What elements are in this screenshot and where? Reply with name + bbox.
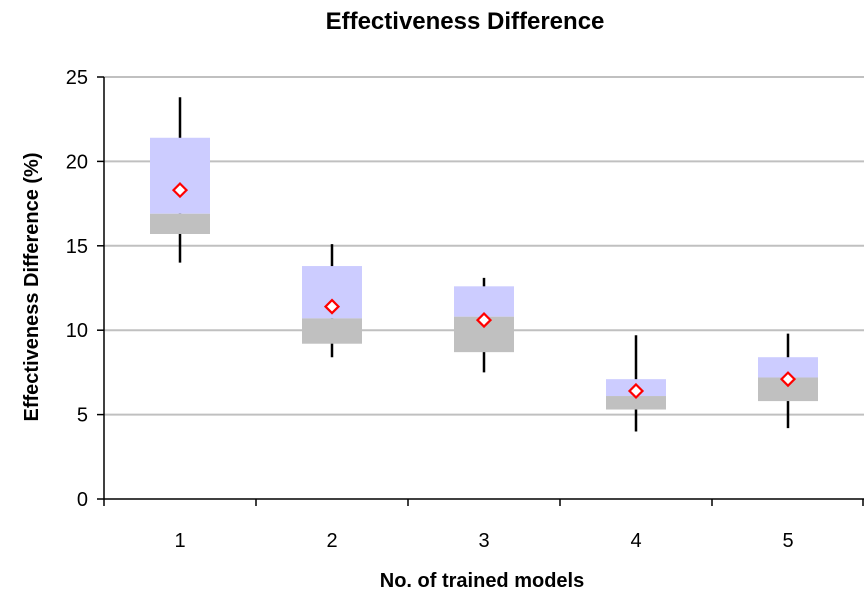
y-tick-label: 20 [66,151,88,173]
y-tick-label: 0 [77,489,88,511]
lower-box [758,377,818,402]
x-tick-label: 5 [782,530,793,552]
lower-box [606,396,666,410]
axes [97,76,864,506]
box-2 [302,244,362,358]
mean-marker [323,298,341,315]
lower-box [150,213,210,234]
y-axis-label: Effectiveness Difference (%) [21,153,43,422]
x-tick-label: 2 [326,530,337,552]
mean-marker [627,382,645,400]
x-tick-label: 3 [478,530,489,552]
box-5 [758,333,818,429]
box-series [150,97,818,432]
x-tick-label: 4 [630,530,641,552]
mean-marker [475,312,493,329]
box-4 [606,335,666,432]
upper-box [758,357,818,378]
y-tick-label: 10 [66,320,88,342]
chart-title: Effectiveness Difference [326,8,605,35]
mean-marker [779,371,797,388]
lower-box [302,318,362,344]
y-tick-label: 5 [77,405,88,427]
grid-lines [104,76,864,416]
x-axis-label: No. of trained models [380,570,584,592]
upper-box [150,137,210,214]
y-tick-label: 15 [66,236,88,258]
mean-marker [171,182,189,199]
box-1 [150,97,210,263]
box-3 [454,277,514,373]
upper-box [454,286,514,317]
x-tick-label: 1 [174,530,185,552]
tick-labels: 0 5 10 15 20 25 1 2 3 4 5 [66,67,794,552]
y-tick-label: 25 [66,67,88,89]
